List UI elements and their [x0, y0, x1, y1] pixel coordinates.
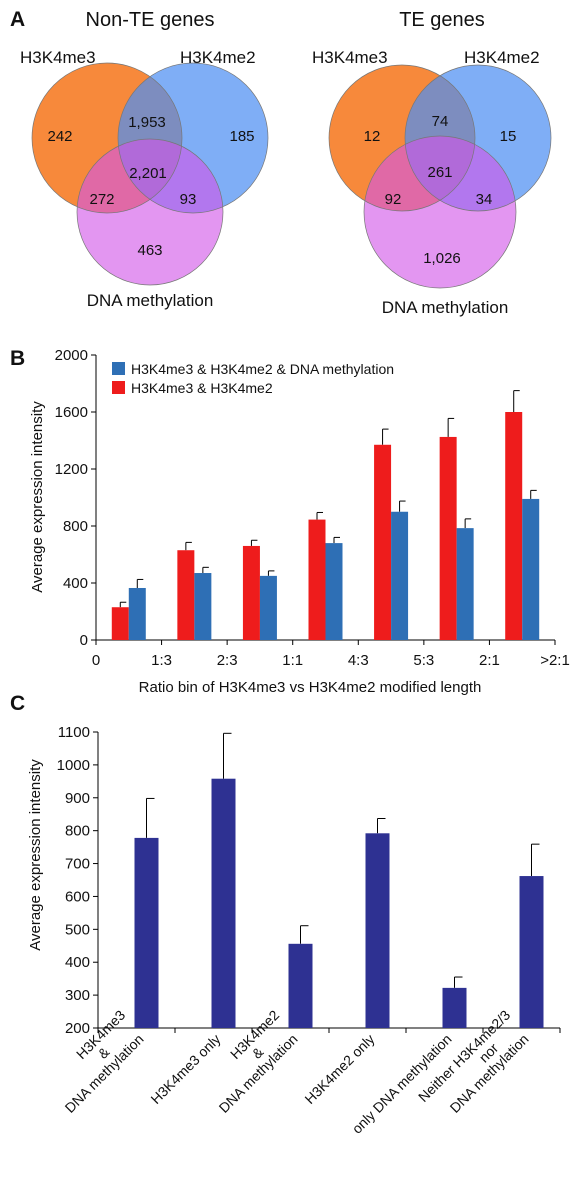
y-tick-label: 800: [63, 518, 88, 535]
region-count: 92: [385, 191, 402, 208]
x-tick-label: 0: [92, 652, 100, 669]
y-axis-title: Average expression intensity: [29, 401, 46, 593]
region-count: 185: [229, 128, 254, 145]
y-tick-label: 400: [65, 954, 90, 971]
bar: [259, 575, 277, 640]
x-category-label-line: H3K4me2 only: [301, 1031, 377, 1107]
venn-outline: [76, 138, 224, 286]
region-count: 34: [476, 191, 493, 208]
x-tick-label: 1:3: [151, 652, 172, 669]
region-count: 272: [89, 191, 114, 208]
bar: [442, 987, 467, 1028]
bar: [111, 607, 129, 640]
y-tick-label: 1600: [55, 404, 88, 421]
legend-swatch-blue: [112, 362, 125, 375]
region-count: 463: [137, 242, 162, 259]
region-count: 1,026: [423, 250, 461, 267]
x-category-label-line: DNA methylation: [216, 1031, 301, 1116]
bar: [211, 778, 236, 1028]
chart-c: Average expression intensity 200 300 400 50…: [27, 724, 561, 1137]
bar: [194, 573, 212, 640]
x-tick-label: 4:3: [348, 652, 369, 669]
legend-entry-blue: H3K4me3 & H3K4me2 & DNA methylation: [131, 361, 394, 377]
bar: [128, 587, 146, 640]
x-category-label-line: H3K4me3 only: [147, 1031, 223, 1107]
x-category-label: H3K4me2&DNA methylation: [194, 1007, 303, 1116]
y-tick-label: 0: [80, 632, 88, 649]
venn-outline: [404, 64, 552, 212]
y-tick-label: 700: [65, 856, 90, 873]
venn-title: TE genes: [399, 9, 485, 31]
bar: [308, 519, 326, 640]
venn-circle-dna-methylation: [364, 136, 516, 288]
bar: [439, 436, 457, 640]
bar: [391, 511, 409, 640]
x-tick-label: 2:1: [479, 652, 500, 669]
bar: [505, 412, 523, 640]
x-category-label-line: DNA methylation: [62, 1031, 147, 1116]
x-tick-label: 2:3: [217, 652, 238, 669]
region-count: 93: [180, 191, 197, 208]
bar: [177, 550, 195, 640]
set-label-dna-methylation: DNA methylation: [382, 298, 509, 317]
bar: [288, 943, 313, 1028]
set-label-h3k4me3: H3K4me3: [20, 48, 96, 67]
y-axis-title: Average expression intensity: [27, 759, 44, 951]
venn-outline: [31, 62, 183, 214]
bar: [522, 498, 540, 640]
panel-label-c: C: [10, 692, 25, 715]
region-count: 74: [432, 113, 449, 130]
venn-title: Non-TE genes: [86, 9, 215, 31]
venn-circle-dna-methylation: [77, 139, 223, 285]
set-label-h3k4me2: H3K4me2: [464, 48, 540, 67]
y-tick-label: 1200: [55, 461, 88, 478]
x-category-label: H3K4me2 only: [301, 1031, 377, 1107]
bar: [365, 833, 390, 1028]
region-count: 261: [427, 164, 452, 181]
x-tick-label: >2:1: [540, 652, 570, 669]
bar: [134, 837, 159, 1028]
chart-b: Average expression intensity Ratio bin o…: [29, 347, 570, 696]
y-tick-label: 800: [65, 823, 90, 840]
venn-te-genes: TE genes H3K4me3 H3K4me2 DNA methylation…: [312, 9, 552, 317]
venn-non-te-genes: Non-TE genes H3K4me3 H3K4me2 DNA methyla…: [20, 9, 269, 310]
region-count: 2,201: [129, 165, 167, 182]
set-label-dna-methylation: DNA methylation: [87, 291, 214, 310]
panel-label-b: B: [10, 347, 25, 370]
bar: [374, 444, 392, 640]
legend-entry-red: H3K4me3 & H3K4me2: [131, 380, 273, 396]
panel-label-a: A: [10, 8, 25, 31]
y-tick-label: 400: [63, 575, 88, 592]
set-label-h3k4me2: H3K4me2: [180, 48, 256, 67]
venn-outline: [363, 135, 517, 289]
region-count: 242: [47, 128, 72, 145]
x-axis-title: Ratio bin of H3K4me3 vs H3K4me2 modified…: [139, 679, 482, 696]
y-tick-label: 900: [65, 790, 90, 807]
y-tick-label: 300: [65, 987, 90, 1004]
set-label-h3k4me3: H3K4me3: [312, 48, 388, 67]
region-count: 15: [500, 128, 517, 145]
y-tick-label: 200: [65, 1020, 90, 1037]
bar: [325, 543, 343, 640]
venn-outline: [117, 62, 269, 214]
x-category-label: H3K4me3&DNA methylation: [40, 1007, 149, 1116]
bar: [456, 528, 474, 640]
x-tick-label: 5:3: [413, 652, 434, 669]
y-tick-label: 500: [65, 921, 90, 938]
region-count: 12: [364, 128, 381, 145]
x-tick-label: 1:1: [282, 652, 303, 669]
region-count: 1,953: [128, 114, 166, 131]
venn-outline: [328, 64, 476, 212]
bar: [519, 876, 544, 1028]
legend-swatch-red: [112, 381, 125, 394]
x-category-label: H3K4me3 only: [147, 1031, 223, 1107]
y-tick-label: 1000: [57, 757, 90, 774]
x-category-label: Neither H3K4me2/3norDNA methylation: [415, 1007, 535, 1127]
y-tick-label: 600: [65, 888, 90, 905]
y-tick-label: 1100: [58, 724, 90, 741]
y-tick-label: 2000: [55, 347, 88, 364]
bar: [242, 545, 260, 640]
